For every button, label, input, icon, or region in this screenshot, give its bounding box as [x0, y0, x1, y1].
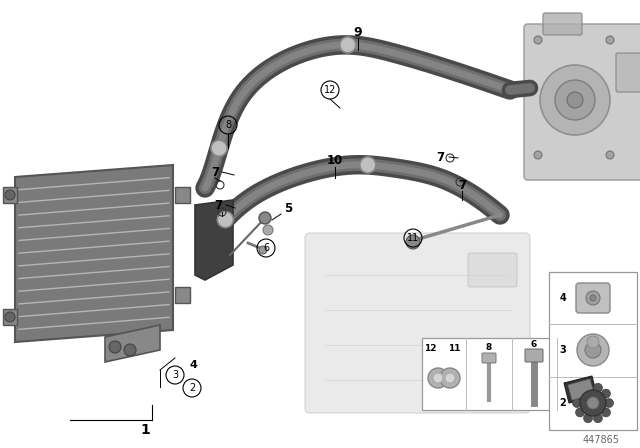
- Circle shape: [428, 368, 448, 388]
- Circle shape: [259, 246, 267, 254]
- Circle shape: [584, 414, 593, 423]
- Polygon shape: [3, 187, 17, 203]
- Polygon shape: [564, 376, 597, 403]
- Text: 12: 12: [424, 344, 436, 353]
- Polygon shape: [105, 325, 160, 362]
- Circle shape: [440, 368, 460, 388]
- Text: 9: 9: [354, 26, 362, 39]
- Polygon shape: [175, 287, 190, 303]
- Circle shape: [602, 408, 611, 417]
- Circle shape: [577, 334, 609, 366]
- Circle shape: [590, 295, 596, 301]
- Text: 7: 7: [214, 198, 222, 211]
- Circle shape: [218, 211, 234, 228]
- Circle shape: [433, 373, 443, 383]
- Polygon shape: [15, 165, 173, 342]
- FancyBboxPatch shape: [576, 283, 610, 313]
- Text: 4: 4: [189, 360, 197, 370]
- Circle shape: [445, 373, 455, 383]
- Circle shape: [593, 414, 602, 423]
- FancyBboxPatch shape: [422, 338, 600, 410]
- Circle shape: [586, 291, 600, 305]
- Circle shape: [360, 157, 376, 173]
- Circle shape: [540, 65, 610, 135]
- Text: 11: 11: [407, 233, 419, 243]
- Text: 8: 8: [225, 120, 231, 130]
- Circle shape: [575, 389, 584, 398]
- FancyBboxPatch shape: [524, 24, 640, 180]
- Circle shape: [259, 212, 271, 224]
- Text: 1: 1: [140, 423, 150, 437]
- Circle shape: [602, 389, 611, 398]
- FancyBboxPatch shape: [482, 353, 496, 363]
- Circle shape: [606, 36, 614, 44]
- Text: 2: 2: [559, 398, 566, 408]
- Text: 8: 8: [486, 343, 492, 352]
- Circle shape: [580, 390, 606, 416]
- Text: 12: 12: [324, 85, 336, 95]
- Circle shape: [5, 190, 15, 200]
- Circle shape: [263, 225, 273, 235]
- Circle shape: [575, 408, 584, 417]
- FancyBboxPatch shape: [468, 253, 517, 287]
- Circle shape: [573, 399, 582, 408]
- Circle shape: [109, 341, 121, 353]
- Text: 11: 11: [448, 344, 460, 353]
- Text: 5: 5: [284, 202, 292, 215]
- Polygon shape: [195, 200, 233, 280]
- Circle shape: [584, 383, 593, 392]
- Circle shape: [340, 37, 356, 53]
- Text: 6: 6: [531, 340, 537, 349]
- Circle shape: [593, 383, 602, 392]
- Polygon shape: [3, 309, 17, 325]
- Text: 10: 10: [327, 154, 343, 167]
- Circle shape: [606, 151, 614, 159]
- Circle shape: [534, 36, 542, 44]
- FancyBboxPatch shape: [549, 272, 637, 430]
- FancyBboxPatch shape: [616, 53, 640, 92]
- Polygon shape: [175, 187, 190, 203]
- Text: 3: 3: [172, 370, 178, 380]
- Polygon shape: [568, 379, 594, 400]
- Text: 6: 6: [263, 243, 269, 253]
- Text: 447865: 447865: [583, 435, 620, 445]
- Circle shape: [567, 92, 583, 108]
- FancyBboxPatch shape: [305, 233, 530, 413]
- Text: 7: 7: [458, 178, 466, 191]
- Text: 2: 2: [189, 383, 195, 393]
- FancyBboxPatch shape: [543, 13, 582, 35]
- Circle shape: [211, 140, 227, 156]
- Circle shape: [585, 342, 601, 358]
- Circle shape: [5, 312, 15, 322]
- Circle shape: [587, 336, 599, 348]
- Circle shape: [587, 397, 599, 409]
- Text: 4: 4: [559, 293, 566, 303]
- Text: 7: 7: [436, 151, 444, 164]
- Circle shape: [555, 80, 595, 120]
- Text: 7: 7: [211, 165, 219, 178]
- Circle shape: [605, 399, 614, 408]
- Circle shape: [406, 235, 420, 249]
- Circle shape: [124, 344, 136, 356]
- Text: 3: 3: [559, 345, 566, 355]
- Circle shape: [534, 151, 542, 159]
- FancyBboxPatch shape: [525, 349, 543, 362]
